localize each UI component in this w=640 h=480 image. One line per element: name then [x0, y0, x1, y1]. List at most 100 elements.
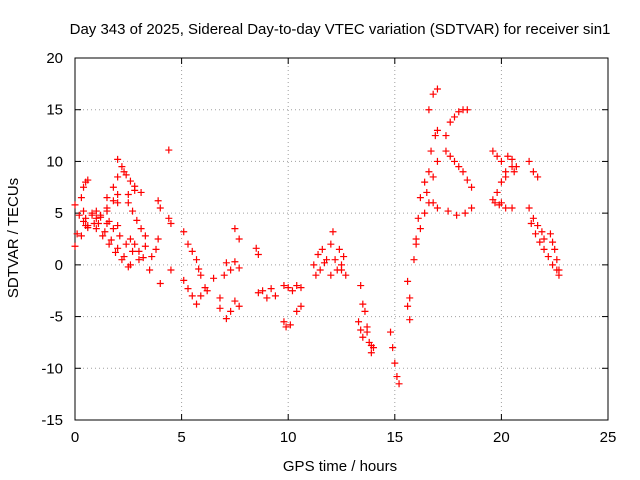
data-point — [135, 256, 143, 264]
data-point — [312, 271, 320, 279]
data-point — [329, 228, 337, 236]
series-pass-07 — [92, 225, 132, 271]
data-point — [259, 287, 267, 295]
series-pass-44 — [491, 199, 510, 212]
series-pass-09 — [80, 207, 122, 230]
series-pass-24 — [280, 282, 305, 295]
series-pass-41 — [444, 204, 476, 219]
y-tick-labels: -15 -10 -5 0 5 10 15 20 — [41, 50, 63, 429]
series-pass-49 — [527, 219, 548, 253]
series-pass-40 — [442, 147, 476, 191]
data-point — [220, 271, 228, 279]
data-points — [71, 85, 563, 388]
data-point — [282, 323, 290, 331]
data-point — [293, 307, 301, 315]
series-pass-32 — [387, 328, 403, 388]
data-point — [491, 199, 499, 207]
series-pass-25 — [280, 302, 305, 331]
data-point — [338, 261, 345, 269]
series-pass-10 — [114, 155, 145, 196]
x-tick-label: 25 — [600, 429, 617, 446]
data-point — [99, 232, 107, 240]
y-tick-label: -10 — [41, 360, 63, 377]
data-point — [80, 183, 88, 191]
data-point — [333, 266, 341, 274]
data-point — [369, 344, 377, 352]
data-point — [427, 147, 435, 155]
data-point — [529, 168, 537, 176]
data-point — [549, 238, 557, 246]
data-point — [297, 302, 305, 310]
plot-frame — [74, 57, 609, 421]
series-pass-22 — [252, 244, 262, 297]
data-point — [82, 222, 90, 230]
series-pass-30 — [357, 282, 375, 357]
data-point — [141, 242, 149, 250]
data-point — [450, 157, 458, 165]
data-point — [406, 294, 414, 302]
data-point — [263, 294, 271, 302]
data-point — [361, 307, 369, 315]
data-point — [109, 225, 117, 233]
data-point — [124, 199, 132, 207]
data-point — [180, 228, 188, 236]
x-axis-label: GPS time / hours — [283, 458, 397, 475]
data-point — [203, 287, 211, 295]
data-point — [126, 235, 134, 243]
data-point — [77, 194, 85, 202]
data-point — [318, 245, 326, 253]
data-point — [197, 292, 205, 300]
series-pass-21 — [231, 225, 243, 243]
series-pass-38 — [423, 157, 441, 196]
data-point — [459, 168, 467, 176]
series-pass-51 — [544, 253, 563, 279]
data-point — [406, 316, 414, 324]
y-tick-label: 20 — [46, 50, 63, 67]
data-point — [71, 242, 79, 250]
data-point — [463, 176, 471, 184]
data-point — [536, 238, 544, 246]
data-point — [216, 294, 224, 302]
data-point — [293, 282, 301, 290]
data-point — [532, 230, 540, 238]
data-point — [92, 225, 100, 233]
data-point — [156, 204, 164, 212]
data-point — [197, 271, 205, 279]
series-pass-15 — [165, 146, 175, 274]
data-point — [327, 271, 335, 279]
data-point — [280, 282, 288, 290]
data-point — [92, 207, 100, 215]
series-pass-27 — [312, 259, 328, 279]
data-point — [146, 266, 154, 274]
data-point — [404, 277, 412, 285]
data-point — [148, 253, 156, 261]
data-point — [527, 219, 535, 227]
data-point — [152, 245, 160, 253]
data-point — [461, 209, 469, 217]
data-point — [320, 259, 328, 267]
data-point — [188, 247, 196, 255]
data-point — [310, 261, 318, 269]
data-point — [508, 155, 516, 163]
data-point — [193, 300, 201, 308]
series-pass-13 — [141, 242, 156, 274]
data-point — [77, 232, 85, 240]
data-point — [165, 214, 173, 222]
x-tick-label: 15 — [386, 429, 403, 446]
data-point — [103, 194, 111, 202]
series-pass-48 — [525, 204, 548, 243]
series-pass-29 — [333, 261, 350, 279]
data-point — [222, 315, 230, 323]
grid-lines — [75, 58, 608, 420]
data-point — [340, 253, 348, 261]
data-point — [553, 266, 561, 274]
data-point — [114, 191, 122, 199]
data-point — [231, 225, 239, 233]
series-pass-26 — [310, 245, 335, 279]
data-point — [154, 197, 162, 205]
series-pass-11 — [124, 199, 149, 240]
data-point — [431, 132, 439, 140]
data-point — [235, 235, 243, 243]
